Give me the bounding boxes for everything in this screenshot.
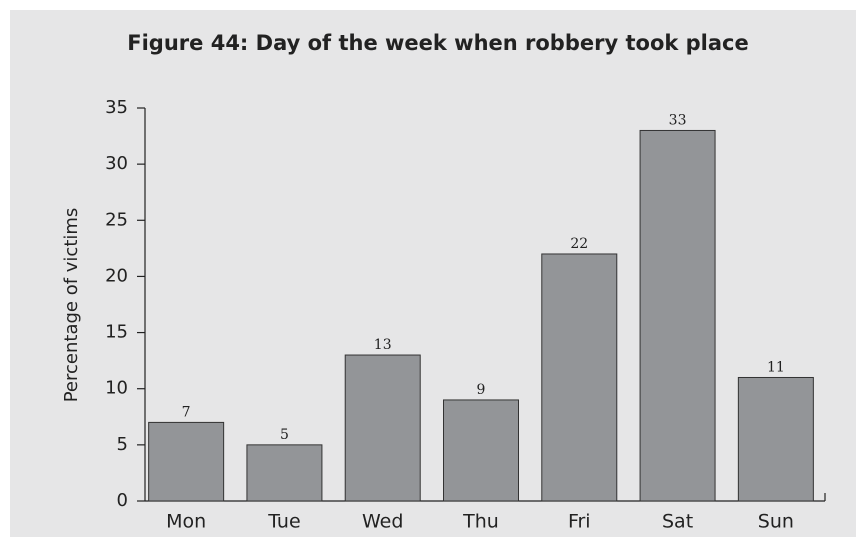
bar (344, 354, 421, 502)
x-tick-label: Sun (758, 511, 794, 533)
bar (246, 444, 323, 502)
y-tick-label: 25 (105, 209, 128, 230)
value-label: 22 (570, 236, 588, 252)
value-label: 33 (669, 112, 687, 128)
bar (541, 253, 618, 502)
bar (639, 129, 716, 502)
x-tick-label: Thu (462, 511, 499, 533)
y-tick-label: 10 (105, 378, 128, 399)
bar (443, 399, 519, 502)
y-tick-label: 35 (105, 97, 128, 118)
value-label: 9 (477, 382, 486, 398)
chart-title: Figure 44: Day of the week when robbery … (127, 31, 748, 55)
value-label: 7 (182, 404, 191, 420)
bar (737, 376, 814, 502)
y-tick-label: 15 (105, 322, 128, 343)
x-tick-label: Fri (568, 511, 591, 533)
value-label: 13 (374, 337, 392, 353)
x-tick-label: Mon (166, 511, 206, 533)
x-tick-label: Sat (662, 511, 693, 533)
value-label: 5 (280, 427, 289, 443)
x-tick-label: Wed (362, 511, 403, 533)
x-tick-label: Tue (267, 511, 300, 533)
value-label: 11 (767, 359, 785, 375)
panel (10, 10, 856, 537)
y-tick-label: 0 (117, 490, 128, 511)
y-tick-label: 30 (105, 153, 128, 174)
bar (148, 421, 225, 502)
y-tick-label: 5 (117, 434, 128, 455)
y-tick-label: 20 (105, 265, 128, 286)
y-axis-label: Percentage of victims (61, 208, 82, 403)
